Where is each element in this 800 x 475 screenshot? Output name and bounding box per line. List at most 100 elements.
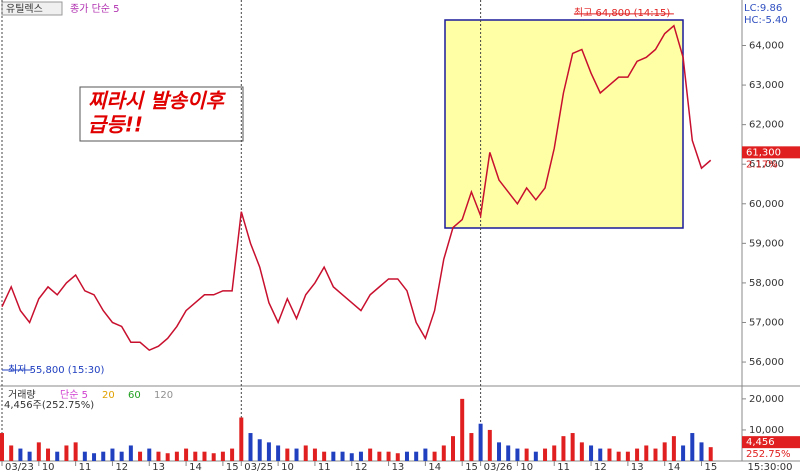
volume-bar	[312, 448, 317, 461]
x-tick-label: 14	[428, 462, 441, 473]
volume-bar	[193, 451, 198, 461]
y-tick-label: 59,000	[749, 238, 784, 249]
volume-bar	[322, 451, 327, 461]
lc-label: LC:9.86	[744, 3, 782, 14]
x-tick-label: 15	[705, 462, 718, 473]
volume-bar	[469, 433, 474, 461]
y-tick-label: 60,000	[749, 199, 784, 210]
symbol: 유틸렉스	[6, 2, 43, 15]
volume-bar	[303, 445, 308, 461]
x-tick-label: 14	[668, 462, 681, 473]
volume-bar	[478, 423, 483, 461]
volume-tag	[742, 436, 800, 449]
y-tick-label: 63,000	[749, 80, 784, 91]
highlight-box	[444, 19, 684, 229]
volume-bar	[165, 453, 170, 461]
y-tick-label: 62,000	[749, 120, 784, 131]
volume-bar	[671, 436, 676, 461]
volume-bar	[101, 451, 106, 461]
volume-bar	[18, 448, 23, 461]
volume-bar	[27, 451, 32, 461]
volume-bar	[625, 451, 630, 461]
ma-label: 60	[128, 390, 141, 401]
y-tick-label: 64,000	[749, 41, 784, 52]
ma-label: 종가 단순 5	[70, 3, 120, 15]
volume-bar	[9, 445, 14, 461]
x-tick-label: 12	[594, 462, 607, 473]
volume-bar	[174, 451, 179, 461]
volume-bar	[506, 445, 511, 461]
price-change: 2.17%	[746, 159, 778, 170]
volume-bar	[414, 451, 419, 461]
y-tick-label: 56,000	[749, 357, 784, 368]
x-tick-label: 13	[152, 462, 165, 473]
volume-bar	[524, 448, 529, 461]
volume-bar	[690, 433, 695, 461]
volume-bar	[64, 445, 69, 461]
y-tick-label: 10,000	[749, 425, 784, 436]
volume-bar	[239, 417, 244, 461]
volume-bar	[441, 445, 446, 461]
volume-bar	[248, 433, 253, 461]
volume-bar	[460, 398, 465, 461]
volume-bar	[46, 448, 51, 461]
volume-bar	[653, 448, 658, 461]
volume-bar	[561, 436, 566, 461]
volume-bar	[699, 442, 704, 461]
volume-bar	[202, 451, 207, 461]
volume-bar	[607, 448, 612, 461]
x-tick-label: 10	[42, 462, 55, 473]
x-tick-label: 10	[520, 462, 533, 473]
volume-bar	[552, 445, 557, 461]
x-tick-label: 15	[226, 462, 239, 473]
x-tick-label: 03/26	[484, 462, 513, 473]
volume-bar	[257, 439, 262, 461]
volume-bar	[662, 442, 667, 461]
volume-bar	[487, 429, 492, 461]
price-tag	[742, 146, 800, 159]
volume-summary: 4,456주(252.75%)	[4, 400, 94, 411]
volume-bar	[404, 451, 409, 461]
volume-bar	[579, 442, 584, 461]
hc-label: HC:-5.40	[744, 15, 788, 26]
volume-bar	[450, 436, 455, 461]
volume-bar	[543, 448, 548, 461]
volume-bar	[423, 448, 428, 461]
volume-bar	[497, 442, 502, 461]
volume-bar	[147, 448, 152, 461]
volume-bar	[276, 445, 281, 461]
volume-bar	[36, 442, 41, 461]
x-tick-label: 14	[189, 462, 202, 473]
volume-bar	[616, 451, 621, 461]
volume-bar	[82, 451, 87, 461]
y-tick-label: 58,000	[749, 278, 784, 289]
volume-bar	[110, 448, 115, 461]
ma-label: 단순 5	[60, 389, 88, 401]
x-tick-label: 13	[631, 462, 644, 473]
annotation-box	[79, 86, 244, 142]
volume-bar	[73, 442, 78, 461]
y-tick-label: 20,000	[749, 394, 784, 405]
high-label: 최고 64,800 (14:15)	[574, 7, 670, 19]
y-tick-label: 61,000	[749, 159, 784, 170]
volume-title: 거래량	[8, 389, 36, 401]
annotation: 찌라시 발송이후	[88, 89, 226, 113]
volume-bar	[55, 451, 60, 461]
x-tick-label: 11	[318, 462, 331, 473]
volume-bar	[119, 451, 124, 461]
x-tick-label: 10	[281, 462, 294, 473]
volume-bar	[220, 451, 225, 461]
x-tick-label: 11	[557, 462, 570, 473]
annotation: 급등!!	[88, 113, 143, 137]
volume-bar	[156, 451, 161, 461]
volume-bar	[570, 433, 575, 461]
y-tick-label: 57,000	[749, 317, 784, 328]
volume-bar	[285, 448, 290, 461]
volume-bar	[644, 445, 649, 461]
volume-bar	[230, 448, 235, 461]
volume-bar	[349, 453, 354, 461]
volume-bar	[0, 433, 4, 461]
x-tick-label: 03/25	[244, 462, 273, 473]
volume-bar	[598, 448, 603, 461]
